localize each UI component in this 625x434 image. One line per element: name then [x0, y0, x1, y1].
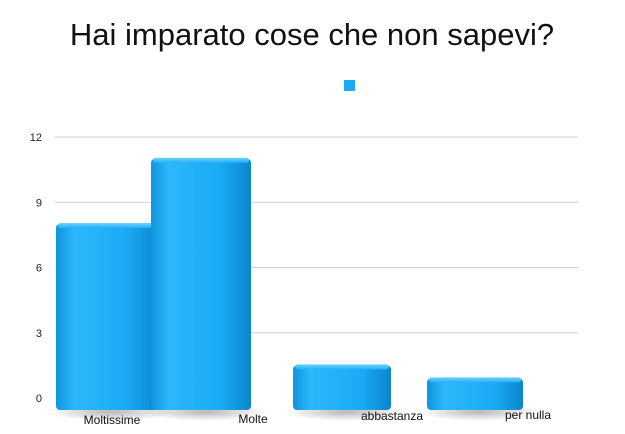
y-tick-label: 6	[36, 263, 42, 275]
bar-top	[429, 377, 521, 383]
y-tick-label: 9	[36, 197, 42, 209]
x-category-label: abbastanza	[361, 409, 423, 423]
bar-top	[58, 223, 156, 228]
x-category-label: per nulla	[505, 408, 551, 422]
bar-top	[295, 364, 389, 370]
y-axis-ticks: 0 3 6 9 12	[30, 132, 42, 405]
bar	[293, 365, 391, 410]
bar	[56, 224, 158, 410]
x-category-label: Moltissime	[84, 413, 141, 427]
bar	[151, 158, 251, 410]
x-axis-labels: Moltissime Molte abbastanza per nulla	[84, 408, 552, 427]
bars	[56, 157, 523, 410]
bar-top	[153, 157, 249, 163]
y-tick-label: 0	[36, 393, 42, 405]
y-tick-label: 3	[36, 328, 42, 340]
bar	[427, 378, 523, 410]
legend-swatch	[344, 80, 355, 91]
y-tick-label: 12	[30, 132, 42, 144]
chart-title: Hai imparato cose che non sapevi?	[70, 17, 554, 52]
x-category-label: Molte	[238, 412, 268, 426]
